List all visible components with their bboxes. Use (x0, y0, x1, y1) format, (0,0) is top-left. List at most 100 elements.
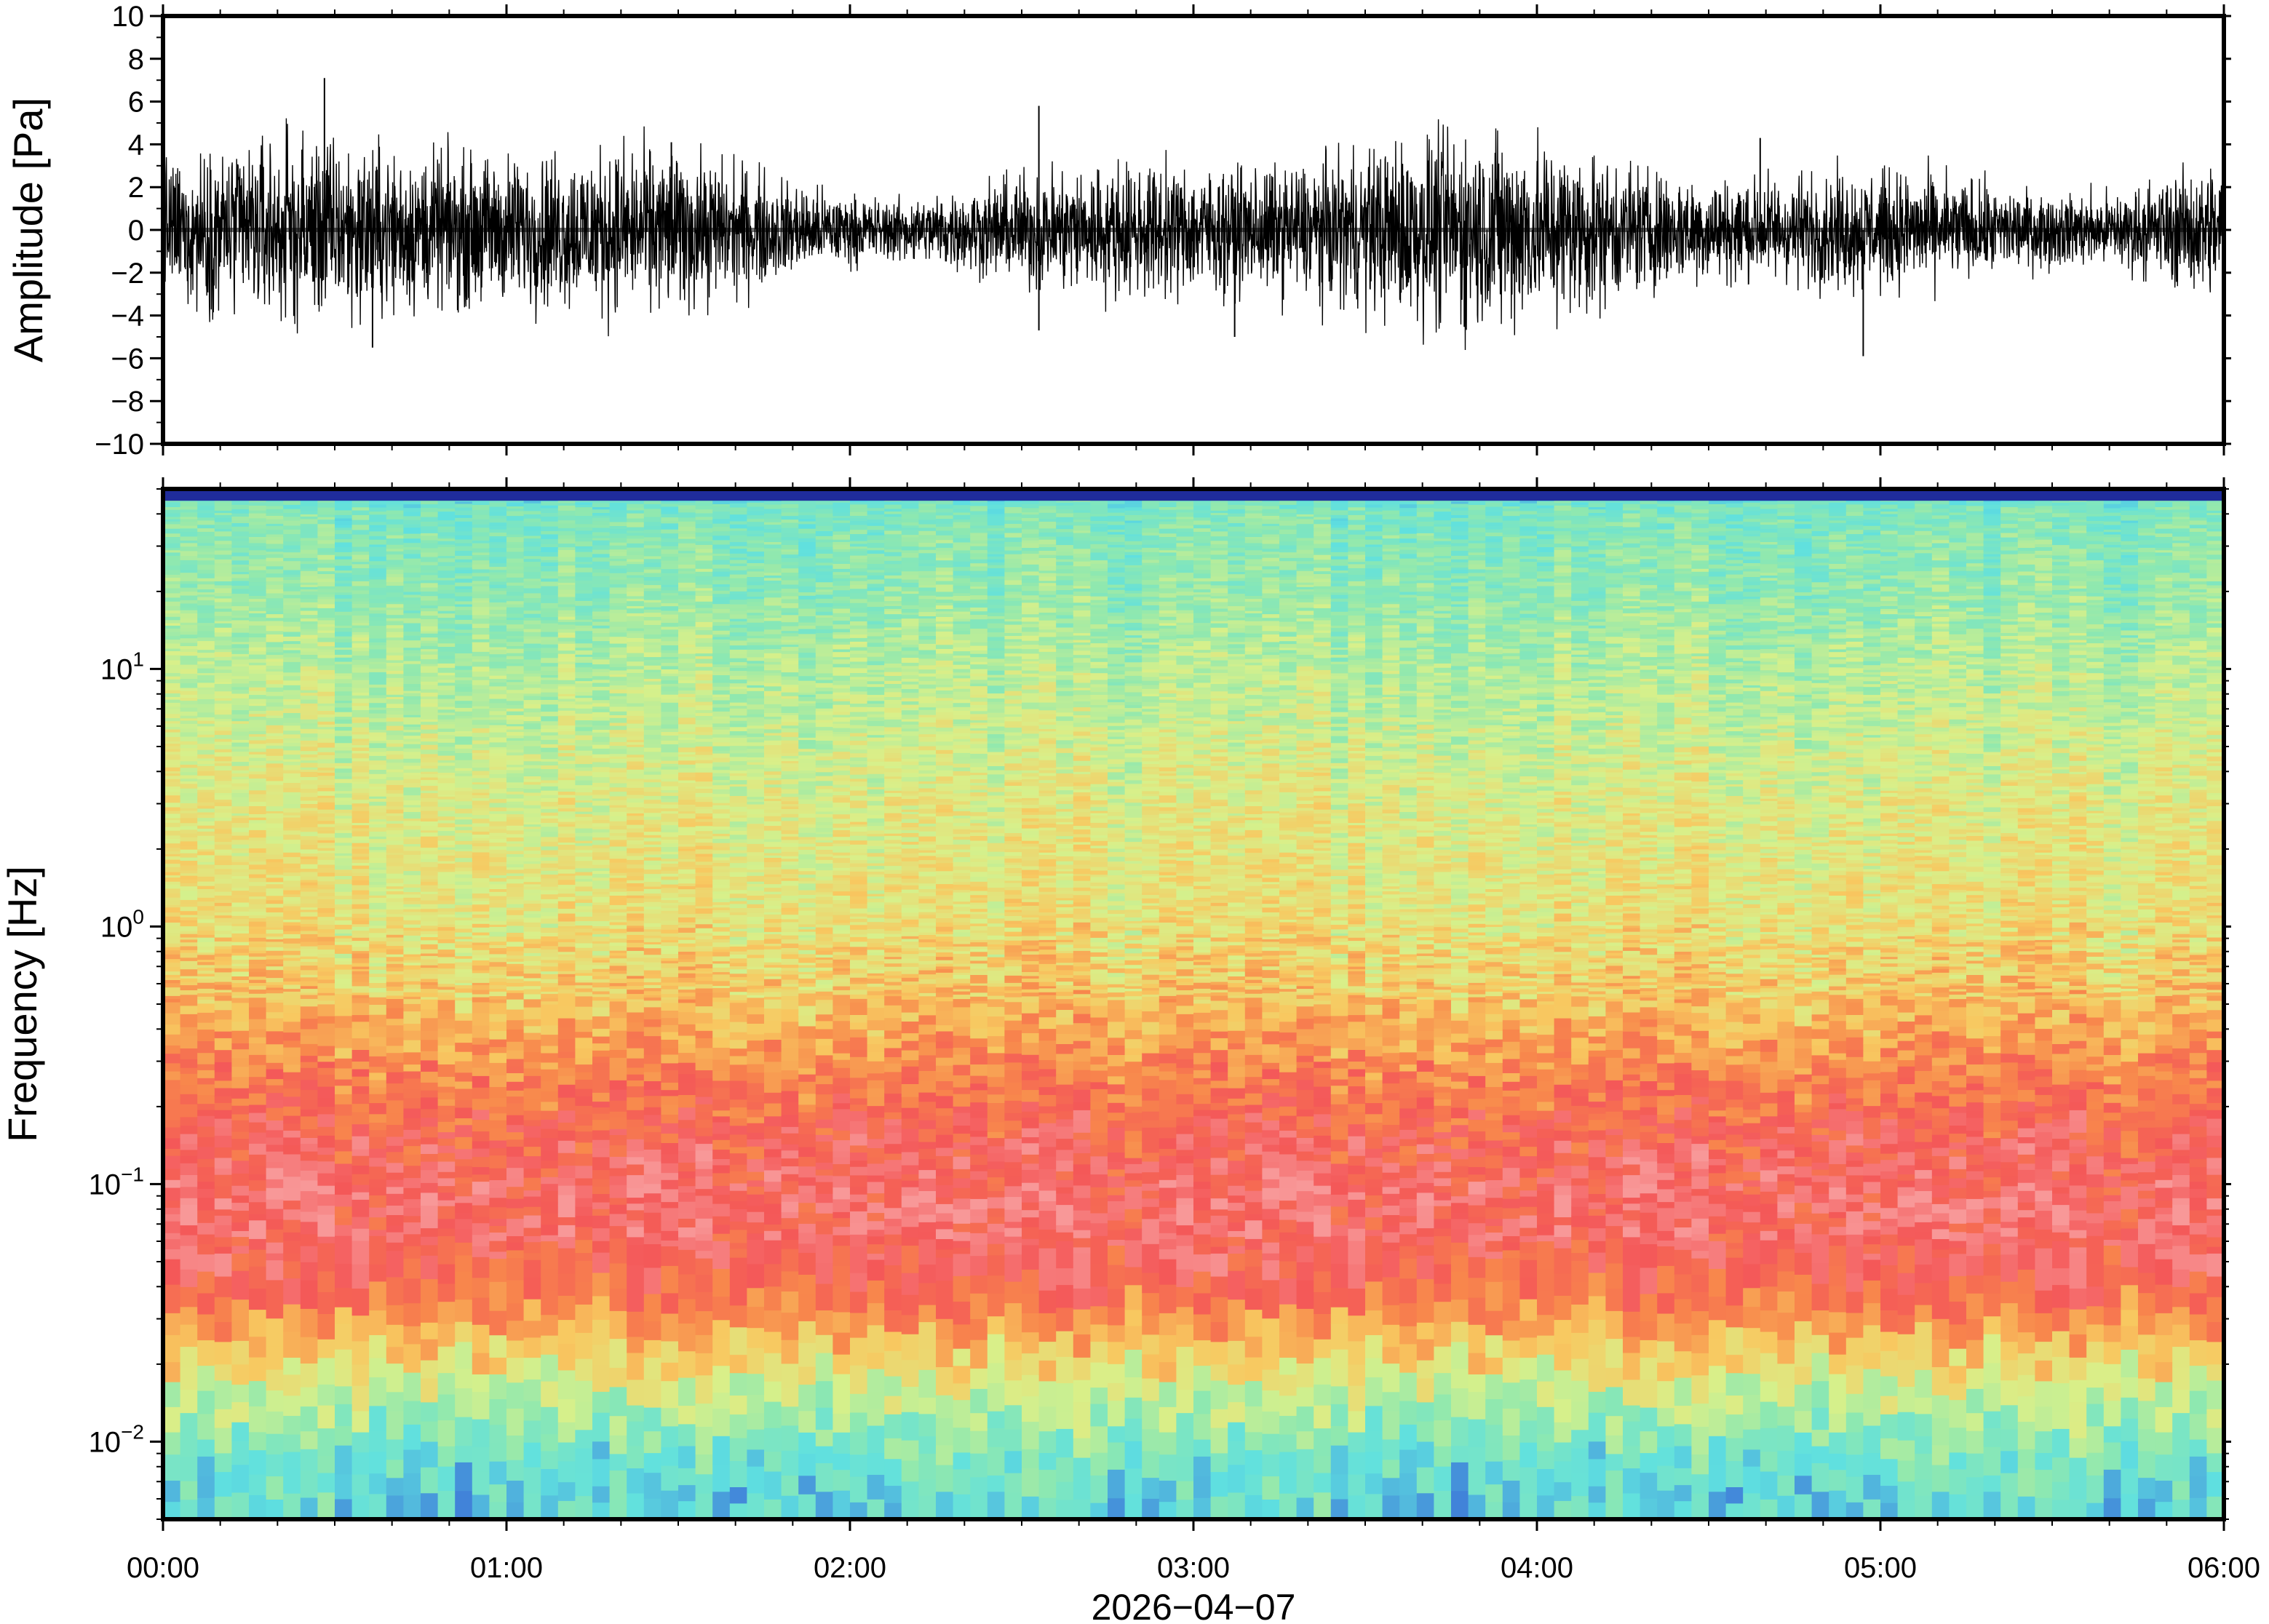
spectrogram-cell (163, 859, 181, 864)
spectrogram-cell (609, 1338, 627, 1368)
spectrogram-cell (523, 977, 541, 982)
spectrogram-cell (197, 1188, 215, 1198)
spectrogram-cell (403, 870, 421, 875)
spectrogram-cell (335, 1008, 353, 1016)
spectrogram-cell (351, 603, 370, 608)
spectrogram-cell (421, 729, 439, 734)
spectrogram-cell (575, 1239, 593, 1254)
spectrogram-cell (575, 695, 593, 698)
spectrogram-cell (421, 507, 439, 512)
spectrogram-cell (231, 1236, 250, 1246)
spectrogram-cell (489, 1258, 507, 1282)
spectrogram-cell (283, 792, 301, 795)
spectrogram-cell (609, 763, 627, 768)
spectrogram-cell (523, 1007, 541, 1019)
spectrogram-cell (455, 907, 473, 912)
spectrogram-cell (163, 619, 181, 624)
spectrogram-cell (403, 696, 421, 700)
spectrogram-cell (386, 581, 405, 586)
spectrogram-cell (386, 789, 405, 794)
spectrogram-cell (180, 744, 198, 749)
spectrogram-cell (317, 853, 335, 857)
spectrogram-cell (421, 1090, 439, 1098)
spectrogram-cell (575, 920, 593, 926)
spectrogram-cell (541, 590, 559, 595)
spectrogram-cell (523, 938, 541, 944)
spectrogram-cell (557, 1422, 576, 1443)
spectrogram-cell (557, 926, 576, 929)
spectrogram-cell (455, 1271, 473, 1300)
spectrogram-cell (403, 649, 421, 653)
spectrogram-cell (283, 565, 301, 570)
spectrogram-cell (351, 503, 370, 508)
spectrogram-cell (369, 887, 387, 892)
spectrogram-cell (455, 503, 473, 508)
spectrogram-cell (403, 644, 421, 648)
spectrogram-cell (283, 698, 301, 702)
spectrogram-cell (317, 1061, 335, 1068)
spectrogram-cell (523, 1099, 541, 1111)
spectrogram-cell (351, 757, 370, 762)
spectrogram-cell (541, 670, 559, 675)
spectrogram-cell (609, 978, 627, 984)
waveform-y-tick-label: −8 (111, 386, 144, 418)
spectrogram-cell (300, 553, 319, 558)
spectrogram-cell (421, 1096, 439, 1110)
spectrogram-cell (592, 576, 611, 579)
spectrogram-cell (317, 733, 335, 739)
spectrogram-cell (489, 1003, 507, 1014)
spectrogram-cell (592, 859, 611, 865)
spectrogram-cell (421, 1051, 439, 1061)
spectrogram-cell (369, 560, 387, 565)
spectrogram-cell (592, 930, 611, 935)
spectrogram-cell (197, 892, 215, 898)
spectrogram-cell (403, 1278, 421, 1304)
spectrogram-cell (455, 736, 473, 741)
spectrogram-cell (180, 750, 198, 757)
spectrogram-cell (386, 829, 405, 835)
spectrogram-cell (609, 782, 627, 788)
spectrogram-cell (541, 854, 559, 858)
spectrogram-cell (351, 705, 370, 710)
spectrogram-cell (472, 904, 490, 907)
spectrogram-cell (231, 520, 250, 523)
spectrogram-cell (557, 693, 576, 696)
spectrogram-cell (300, 1246, 319, 1262)
spectrogram-cell (437, 523, 456, 527)
spectrogram-cell (249, 687, 267, 691)
spectrogram-cell (437, 706, 456, 710)
spectrogram-cell (351, 792, 370, 795)
spectrogram-cell (541, 1000, 559, 1005)
spectrogram-cell (266, 1476, 284, 1500)
spectrogram-cell (231, 901, 250, 907)
spectrogram-cell (249, 801, 267, 806)
spectrogram-cell (592, 1169, 611, 1179)
spectrogram-cell (541, 831, 559, 834)
spectrogram-cell (421, 1378, 439, 1403)
spectrogram-cell (197, 652, 215, 658)
spectrogram-cell (197, 942, 215, 947)
spectrogram-cell (557, 888, 576, 891)
spectrogram-cell (266, 881, 284, 885)
spectrogram-cell (437, 1076, 456, 1087)
spectrogram-cell (249, 1232, 267, 1239)
spectrogram-cell (472, 1131, 490, 1142)
spectrogram-cell (523, 1320, 541, 1338)
spectrogram-cell (369, 721, 387, 727)
spectrogram-cell (609, 935, 627, 939)
spectrogram-cell (472, 810, 490, 816)
spectrogram-cell (386, 1162, 405, 1173)
spectrogram-cell (592, 901, 611, 905)
spectrogram-cell (609, 1167, 627, 1177)
spectrogram-cell (386, 566, 405, 570)
spectrogram-cell (197, 512, 215, 518)
spectrogram-cell (541, 808, 559, 813)
spectrogram-cell (455, 971, 473, 977)
spectrogram-cell (300, 1043, 319, 1056)
spectrogram-cell (472, 509, 490, 515)
spectrogram-cell (592, 909, 611, 913)
spectrogram-cell (369, 556, 387, 562)
spectrogram-cell (523, 824, 541, 827)
spectrogram-cell (557, 576, 576, 579)
spectrogram-cell (455, 955, 473, 959)
